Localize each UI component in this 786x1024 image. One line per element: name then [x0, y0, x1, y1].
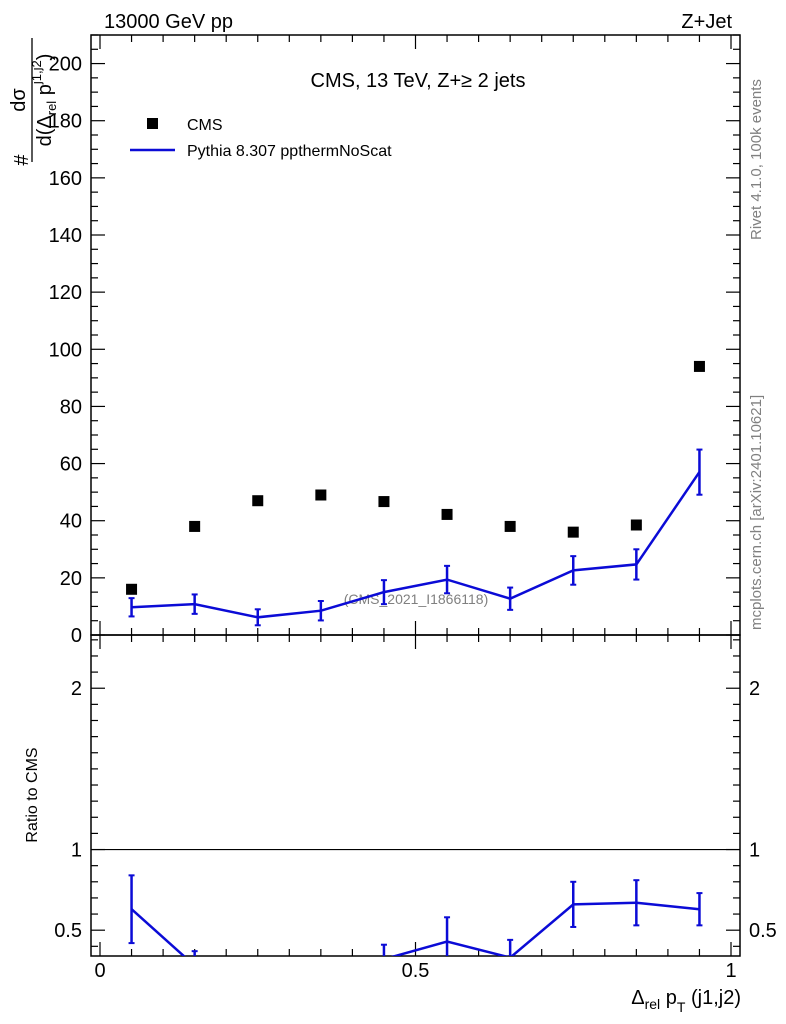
y-tick-label: 160 [49, 168, 82, 190]
y-tick-label: 100 [49, 339, 82, 361]
y-label-denominator: d(Δrel pj1,j2) [29, 54, 59, 147]
mc-ratio-line [130, 901, 700, 956]
y-tick-label: 40 [60, 511, 82, 533]
header-left: 13000 GeV pp [104, 11, 233, 33]
ratio-tick-label-right: 1 [749, 840, 760, 862]
ratio-tick-label-left: 2 [71, 678, 82, 700]
cms-data-point [441, 508, 453, 520]
analysis-watermark: (CMS_2021_I1866118) [344, 591, 489, 607]
ratio-axis-ticks: 0.5 0.5 1 1 2 2 [54, 639, 777, 947]
ratio-tick-label-right: 2 [749, 678, 760, 700]
x-axis-ticks: 0 0.5 1 [94, 35, 737, 982]
mc-series-main [128, 448, 703, 627]
x-tick-label: 0 [94, 960, 105, 982]
cms-data-point [504, 520, 516, 532]
y-tick-label: 20 [60, 568, 82, 590]
x-axis-label: Δrel pT (j1,j2) [631, 987, 741, 1015]
legend-marker-cms [147, 118, 158, 129]
cms-data-point [252, 495, 264, 507]
mc-series-ratio [128, 874, 703, 956]
y-axis-label: # [11, 154, 33, 166]
plot-title: CMS, 13 TeV, Z+≥ 2 jets [311, 70, 526, 92]
cms-data-point [189, 520, 201, 532]
legend-label-mc: Pythia 8.307 ppthermNoScat [187, 143, 392, 160]
mc-line [131, 471, 701, 619]
legend-label-cms: CMS [187, 117, 223, 134]
cms-data-point [567, 526, 579, 538]
ratio-y-label: Ratio to CMS [24, 747, 41, 842]
cms-data-point [378, 496, 390, 508]
ratio-plot-frame [90, 634, 741, 957]
x-tick-label: 0.5 [402, 960, 430, 982]
y-tick-label: 140 [49, 225, 82, 247]
y-label-hash: # [11, 154, 33, 166]
mcplots-source-label: mcplots.cern.ch [arXiv:2401.10621] [748, 395, 765, 630]
cms-data-point [630, 519, 642, 531]
cms-data-point [315, 489, 327, 501]
rivet-version-label: Rivet 4.1.0, 100k events [748, 79, 765, 240]
cms-data-point [126, 583, 138, 595]
x-tick-label: 1 [725, 960, 736, 982]
ratio-tick-label-left: 1 [71, 840, 82, 862]
ratio-tick-label-right: 0.5 [749, 920, 777, 942]
y-tick-label: 120 [49, 282, 82, 304]
ratio-tick-label-left: 0.5 [54, 920, 82, 942]
cms-data-point [693, 360, 705, 372]
y-tick-label: 80 [60, 396, 82, 418]
y-tick-label: 60 [60, 454, 82, 476]
header-right: Z+Jet [681, 11, 732, 33]
data-series-main [126, 360, 705, 595]
y-tick-label: 200 [49, 54, 82, 76]
y-tick-label: 0 [71, 625, 82, 647]
y-axis-fraction: dσ d(Δrel pj1,j2) [8, 38, 59, 162]
y-label-numerator: dσ [8, 88, 30, 112]
y-tick-label: 180 [49, 111, 82, 133]
y-axis-ticks: 0 20 40 60 80 100 120 140 160 180 200 [49, 34, 740, 647]
